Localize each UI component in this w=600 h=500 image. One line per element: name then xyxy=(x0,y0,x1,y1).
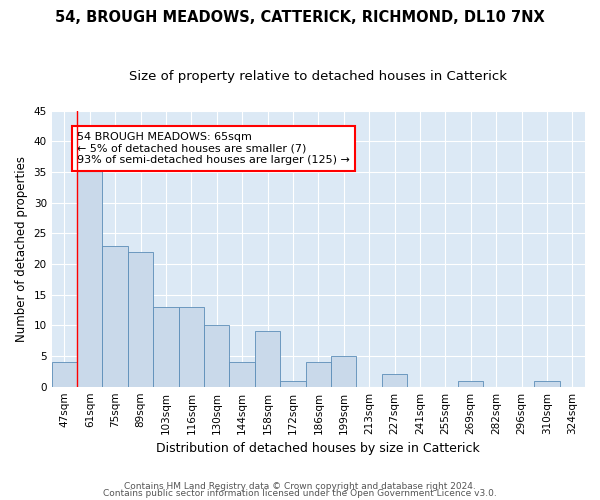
Bar xyxy=(103,246,128,386)
Bar xyxy=(128,252,153,386)
Bar xyxy=(153,307,179,386)
Bar xyxy=(382,374,407,386)
Text: 54, BROUGH MEADOWS, CATTERICK, RICHMOND, DL10 7NX: 54, BROUGH MEADOWS, CATTERICK, RICHMOND,… xyxy=(55,10,545,25)
Bar xyxy=(204,326,229,386)
Bar xyxy=(331,356,356,386)
Title: Size of property relative to detached houses in Catterick: Size of property relative to detached ho… xyxy=(130,70,508,83)
X-axis label: Distribution of detached houses by size in Catterick: Distribution of detached houses by size … xyxy=(157,442,480,455)
Bar xyxy=(534,380,560,386)
Bar xyxy=(305,362,331,386)
Bar xyxy=(77,166,103,386)
Text: 54 BROUGH MEADOWS: 65sqm
← 5% of detached houses are smaller (7)
93% of semi-det: 54 BROUGH MEADOWS: 65sqm ← 5% of detache… xyxy=(77,132,350,165)
Bar xyxy=(458,380,484,386)
Y-axis label: Number of detached properties: Number of detached properties xyxy=(15,156,28,342)
Bar xyxy=(280,380,305,386)
Text: Contains public sector information licensed under the Open Government Licence v3: Contains public sector information licen… xyxy=(103,490,497,498)
Bar xyxy=(179,307,204,386)
Bar xyxy=(255,332,280,386)
Bar xyxy=(52,362,77,386)
Text: Contains HM Land Registry data © Crown copyright and database right 2024.: Contains HM Land Registry data © Crown c… xyxy=(124,482,476,491)
Bar xyxy=(229,362,255,386)
